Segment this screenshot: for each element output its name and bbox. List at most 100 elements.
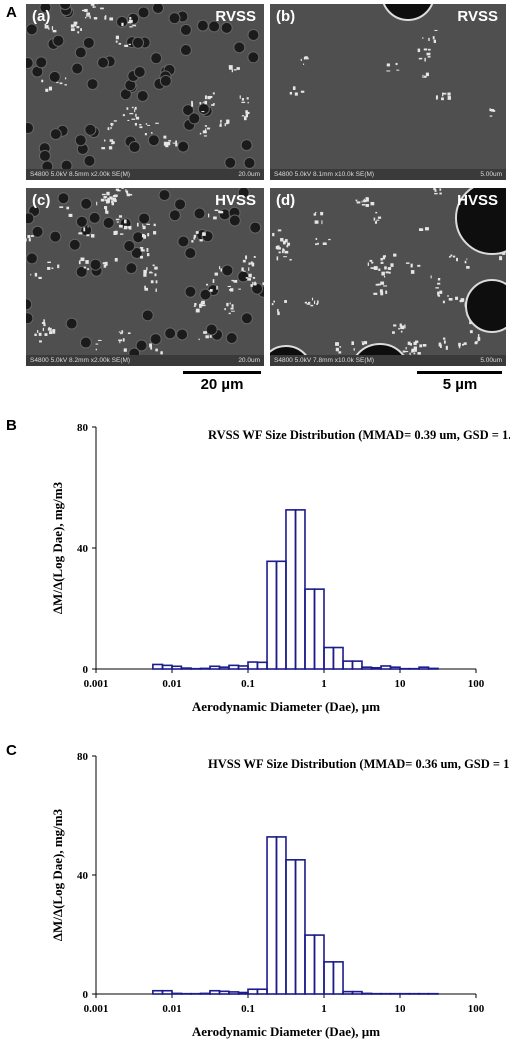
y-axis-label: ΔM/Δ(Log Dae), mg/m3	[50, 808, 65, 941]
sem-image-b: (b) RVSS S4800 5.0kV 8.1mm x10.0k SE(M) …	[270, 4, 506, 180]
sem-image-d: (d) HVSS S4800 5.0kV 7.8mm x10.0k SE(M) …	[270, 188, 506, 366]
histogram-bar	[266, 836, 278, 995]
x-tick-label: 100	[468, 678, 485, 690]
histogram-bar	[266, 560, 278, 670]
histogram-bar	[313, 934, 325, 995]
histogram-bar	[256, 988, 268, 995]
histogram-bar	[342, 990, 354, 995]
histogram-bar	[161, 989, 173, 995]
sem-sub-label: (c)	[32, 192, 51, 209]
histogram-bar	[237, 991, 249, 995]
x-tick-label: 10	[395, 678, 407, 690]
histogram-bar	[218, 666, 230, 670]
histogram-bar	[285, 859, 297, 995]
histogram-bar	[380, 665, 392, 670]
histogram-bar	[152, 989, 164, 995]
y-tick-label: 40	[77, 543, 89, 555]
histogram-bar	[294, 509, 306, 670]
panel-a-letter: A	[6, 4, 17, 21]
x-tick-label: 0.001	[84, 1003, 109, 1015]
histogram-bar	[418, 666, 430, 670]
y-tick-label: 80	[77, 422, 89, 434]
histogram-bar	[361, 992, 373, 995]
sem-texture-a	[26, 4, 264, 180]
histogram-bar	[275, 560, 287, 670]
histogram-bar	[304, 934, 316, 995]
sem-texture-d	[270, 188, 506, 366]
chart-title: HVSS WF Size Distribution (MMAD= 0.36 um…	[208, 757, 510, 771]
y-axis-label: ΔM/Δ(Log Dae), mg/m3	[50, 481, 65, 614]
sem-scale-text: 5.00um	[480, 171, 502, 178]
histogram-bar	[370, 666, 382, 670]
histogram-bar	[323, 961, 335, 995]
sem-sub-label: (a)	[32, 8, 51, 25]
histogram-bar	[427, 667, 439, 670]
sem-image-a: (a) RVSS S4800 5.0kV 8.5mm x2.00k SE(M) …	[26, 4, 264, 180]
x-axis-label: Aerodynamic Diameter (Dae), µm	[192, 699, 380, 714]
x-tick-label: 10	[395, 1003, 407, 1015]
x-tick-label: 1	[321, 1003, 327, 1015]
y-tick-label: 0	[83, 989, 89, 1001]
chart-hvss-size-distribution: 0 40 80 0.001 0.01 0.1 1 10 100 HVSS WF Size Dist…	[50, 751, 510, 1039]
sem-footer: S4800 5.0kV 7.8mm x10.0k SE(M)	[274, 357, 375, 364]
sem-footer: S4800 5.0kV 8.2mm x2.00k SE(M)	[30, 357, 131, 364]
y-tick-label: 0	[83, 664, 89, 676]
histogram-bar	[342, 660, 354, 670]
sem-sample-label: HVSS	[215, 192, 256, 209]
x-axis-label: Aerodynamic Diameter (Dae), µm	[192, 1024, 380, 1039]
scale-label-right: 5 µm	[442, 376, 478, 393]
histogram-bar	[304, 588, 316, 670]
y-tick-label: 40	[77, 870, 89, 882]
sem-sample-label: HVSS	[457, 192, 498, 209]
histogram-bar	[209, 989, 221, 995]
histogram-bar	[323, 646, 335, 670]
histogram-bar	[247, 988, 259, 995]
histogram-bar	[389, 666, 401, 670]
sem-scale-text: 20.0um	[238, 171, 260, 178]
x-tick-label: 0.01	[162, 1003, 181, 1015]
sem-scale-text: 5.00um	[480, 357, 502, 364]
panel-b-letter: B	[6, 417, 17, 434]
histogram-bar	[313, 588, 325, 670]
chart-rvss-size-distribution: 0 40 80 0.001 0.01 0.1 1 10 100 RVSS WF Size Dist…	[50, 422, 510, 714]
histogram-bar	[332, 961, 344, 995]
x-tick-label: 0.1	[241, 1003, 255, 1015]
sem-scale-text: 20.0um	[238, 357, 260, 364]
sem-footer: S4800 5.0kV 8.5mm x2.00k SE(M)	[30, 171, 131, 178]
x-tick-label: 1	[321, 678, 327, 690]
histogram-bar	[351, 660, 363, 670]
x-tick-label: 100	[468, 1003, 485, 1015]
sem-texture-b	[270, 4, 506, 180]
x-tick-label: 0.01	[162, 678, 181, 690]
histogram-bar	[209, 665, 221, 670]
x-tick-label: 0.1	[241, 678, 255, 690]
sem-sample-label: RVSS	[457, 8, 498, 25]
x-tick-label: 0.001	[84, 678, 109, 690]
histogram-bar	[171, 992, 183, 995]
sem-image-c: (c) HVSS S4800 5.0kV 8.2mm x2.00k SE(M) …	[26, 188, 264, 366]
sem-sample-label: RVSS	[215, 8, 256, 25]
histogram-bar	[351, 990, 363, 995]
histogram-bar	[180, 667, 192, 670]
histogram-bar	[285, 509, 297, 670]
histogram-bar	[275, 836, 287, 995]
scale-bar-left	[183, 371, 261, 374]
histogram-bar	[256, 661, 268, 670]
chart-title: RVSS WF Size Distribution (MMAD= 0.39 um…	[208, 428, 510, 442]
histogram-bar	[228, 991, 240, 995]
sem-texture-c	[26, 188, 264, 366]
histogram-bar	[361, 666, 373, 670]
histogram-bar	[199, 667, 211, 670]
sem-footer: S4800 5.0kV 8.1mm x10.0k SE(M)	[274, 171, 375, 178]
histogram-bar	[171, 665, 183, 670]
histogram-bar	[152, 663, 164, 670]
histogram-bar	[161, 664, 173, 670]
histogram-bar	[332, 646, 344, 670]
histogram-bar	[247, 661, 259, 670]
histogram-bar	[199, 992, 211, 995]
histogram-bar	[237, 665, 249, 670]
sem-sub-label: (d)	[276, 192, 296, 209]
histogram-bar	[228, 664, 240, 670]
histogram-bar	[294, 859, 306, 995]
panel-c-letter: C	[6, 742, 17, 759]
